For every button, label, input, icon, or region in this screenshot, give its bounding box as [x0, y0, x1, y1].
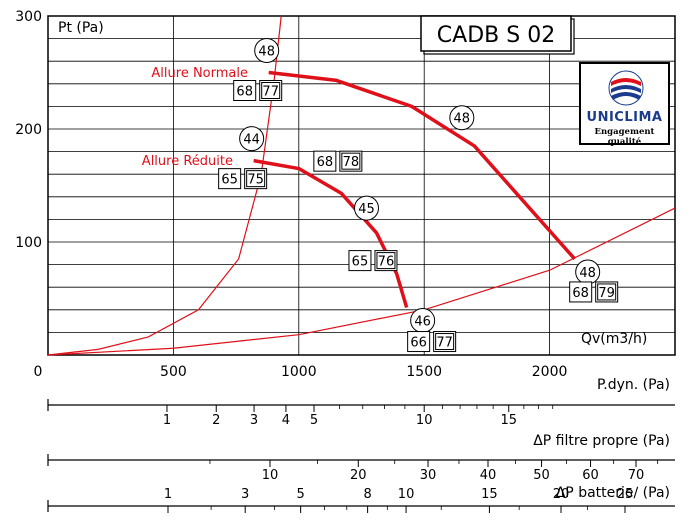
secondary-tick-label: 1: [163, 413, 171, 428]
secondary-tick-label: 2: [212, 413, 220, 428]
y-tick-label: 300: [15, 9, 42, 25]
power-value: 68: [572, 286, 589, 301]
secondary-tick-label: 5: [297, 487, 305, 502]
power-value: 65: [352, 255, 369, 270]
logo-brand: UNICLIMA: [586, 110, 663, 125]
x-tick-label: 0: [34, 364, 43, 380]
secondary-tick-label: 20: [350, 468, 367, 483]
noise-value: 44: [243, 133, 260, 148]
series-label: Allure Réduite: [142, 154, 233, 169]
logo-tagline: Engagement qualité: [594, 127, 655, 147]
power-box-inner: [246, 170, 266, 188]
secondary-tick-label: 25: [617, 487, 634, 502]
secondary-tick-label: 5: [310, 413, 318, 428]
secondary-tick-label: 8: [363, 487, 371, 502]
noise-circle: [239, 126, 265, 152]
power-value: 68: [317, 155, 334, 170]
secondary-tick-label: 3: [250, 413, 258, 428]
power-value: 65: [221, 173, 238, 188]
secondary-tick-label: 1: [164, 487, 172, 502]
system-curve: [47, 207, 676, 356]
secondary-tick-label: 30: [420, 468, 437, 483]
power-box-inner: [376, 252, 396, 270]
x-tick-label: 1500: [406, 364, 442, 380]
power-box-double: [259, 80, 283, 101]
noise-value: 46: [414, 315, 431, 330]
secondary-tick-label: 15: [500, 413, 517, 428]
noise-value: 48: [454, 112, 471, 127]
x-tick-label: 1000: [281, 364, 317, 380]
y-tick-label: 100: [15, 235, 42, 251]
series-curve: [253, 158, 409, 309]
y-axis-title: Pt (Pa): [58, 20, 104, 36]
power-box: [348, 250, 372, 272]
noise-circle: [354, 195, 380, 221]
uniclima-emblem-icon: [608, 70, 644, 106]
noise-value: 48: [258, 45, 275, 60]
x-tick-label: 2000: [532, 364, 568, 380]
power-box-double: [244, 168, 268, 190]
power-box-double: [339, 150, 363, 172]
noise-circle: [254, 38, 280, 63]
noise-value: 45: [358, 202, 375, 217]
power-value-2: 79: [598, 286, 615, 301]
secondary-axis-title: P.dyn. (Pa): [597, 377, 670, 393]
model-label: CADB S 02: [437, 23, 555, 48]
series-curve: [268, 70, 576, 261]
secondary-tick-label: 20: [553, 487, 570, 502]
power-value-2: 78: [343, 155, 360, 170]
secondary-tick-label: 10: [416, 413, 433, 428]
power-box: [569, 281, 593, 303]
power-box-inner: [341, 152, 361, 170]
power-value: 66: [410, 336, 427, 351]
noise-value: 48: [579, 266, 596, 281]
secondary-axis-title: ΔP batterie∕ (Pa): [556, 485, 670, 501]
secondary-tick-label: 40: [480, 468, 497, 483]
power-value-2: 75: [247, 173, 264, 188]
power-value-2: 77: [436, 336, 453, 351]
power-box: [218, 168, 242, 190]
secondary-tick-label: 60: [582, 468, 599, 483]
x-tick-label: 500: [160, 364, 187, 380]
power-value-2: 76: [378, 255, 395, 270]
secondary-tick-label: 3: [241, 487, 249, 502]
x-axis-title: Qv(m3/h): [581, 331, 647, 347]
power-box-double: [433, 331, 457, 353]
secondary-tick-label: 4: [282, 413, 290, 428]
power-box: [407, 331, 431, 353]
power-box-double: [595, 281, 619, 303]
model-label-box: [420, 15, 572, 52]
y-tick-label: 200: [15, 122, 42, 138]
power-box: [313, 150, 337, 172]
secondary-tick-label: 50: [533, 468, 550, 483]
plot-frame: [47, 15, 676, 356]
series-label: Allure Normale: [151, 66, 248, 81]
secondary-tick-label: 70: [628, 468, 645, 483]
power-box-inner: [597, 283, 617, 301]
power-value: 68: [236, 85, 253, 100]
uniclima-logo: UNICLIMA Engagement qualité: [579, 62, 670, 147]
secondary-tick-label: 15: [481, 487, 498, 502]
noise-circle: [449, 105, 475, 131]
power-box-inner: [261, 82, 281, 99]
secondary-tick-label: 10: [262, 468, 279, 483]
power-box-inner: [435, 333, 455, 351]
power-value-2: 77: [262, 85, 279, 100]
secondary-tick-label: 10: [398, 487, 415, 502]
secondary-axis-title: ΔP filtre propre (Pa): [533, 433, 670, 449]
power-box: [233, 80, 257, 101]
power-box-double: [374, 250, 398, 272]
